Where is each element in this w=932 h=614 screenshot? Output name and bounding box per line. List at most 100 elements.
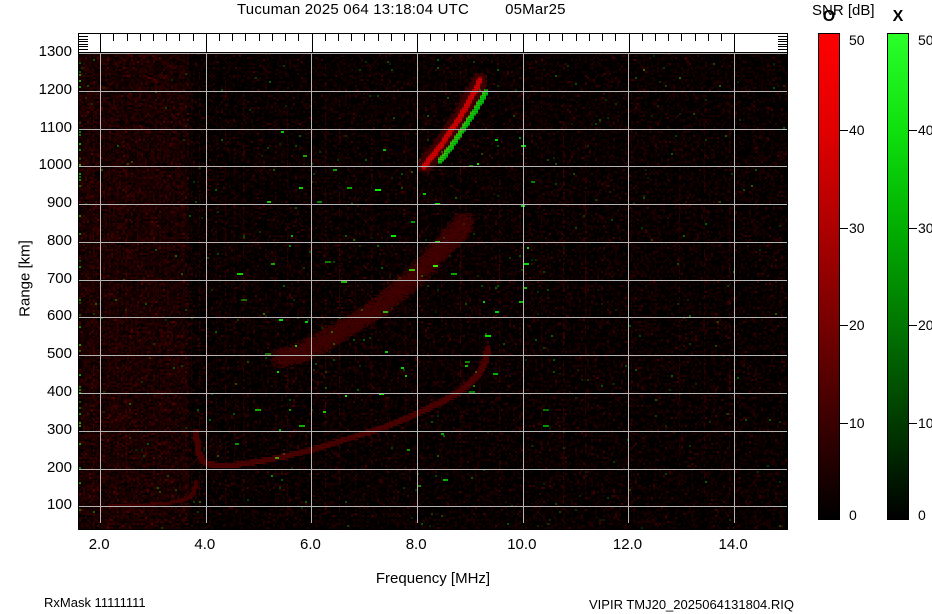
ruler-tick: [139, 34, 141, 41]
y-axis-ticklabels: 100 200 300 400 500 600 700 800 900 1000 1100 1200 1…: [0, 0, 72, 614]
ruler-minor-mark: [778, 46, 787, 48]
ruler-tick: [219, 34, 220, 41]
ruler-tick: [615, 34, 617, 41]
y-tick-label: 300: [46, 420, 72, 438]
y-tick-label: 1200: [38, 80, 72, 98]
ruler-tick: [694, 34, 696, 41]
grid-line-vertical: [100, 53, 101, 529]
y-tick-mark: [79, 507, 85, 508]
ruler-tick: [337, 34, 339, 41]
x-tick-mark: [628, 523, 629, 529]
colorbar-o-gradient: [818, 33, 840, 520]
grid-line-vertical: [417, 53, 418, 529]
x-tick-label: 10.0: [507, 536, 537, 553]
y-tick-mark: [781, 281, 787, 282]
ruler-tick: [192, 34, 194, 41]
ionogram-canvas[interactable]: [79, 53, 787, 529]
grid-line-horizontal: [79, 91, 787, 92]
colorbar-tick: [840, 325, 848, 326]
x-tick-label: 4.0: [194, 536, 216, 553]
y-tick-mark: [79, 281, 85, 282]
colorbar-o-head: O: [822, 8, 836, 25]
page-title: Tucuman 2025 064 13:18:04 UTC 05Mar25: [237, 1, 566, 18]
ruler-tick: [536, 34, 537, 41]
ruler-tick: [430, 34, 432, 41]
ruler-tick: [245, 34, 247, 41]
grid-line-vertical: [523, 53, 524, 529]
ruler-minor-mark: [778, 41, 787, 43]
ionogram-plot[interactable]: [78, 33, 788, 530]
y-tick-mark: [781, 394, 787, 395]
colorbar-tick: [909, 228, 917, 229]
ruler-minor-mark: [79, 51, 88, 52]
ruler-tick: [390, 34, 392, 41]
ruler-tick: [351, 34, 353, 41]
colorbar-tick-label: 0: [918, 507, 926, 523]
ruler-tick: [509, 34, 511, 41]
ionogram-data-area[interactable]: [79, 53, 787, 529]
x-axis-ticklabels: 2.0 4.0 6.0 8.0 10.0 12.0 14.0: [0, 536, 932, 560]
ruler-tick: [113, 34, 115, 41]
ruler-tick: [721, 34, 722, 41]
colorbar-tick-label: 20: [918, 317, 932, 334]
ruler-minor-mark: [79, 38, 88, 40]
y-tick-mark: [781, 54, 787, 55]
colorbar-tick-label: 40: [849, 122, 865, 139]
ruler-minor-mark: [79, 49, 88, 50]
ruler-tick: [602, 34, 604, 41]
grid-line-horizontal: [79, 469, 787, 470]
station-timestamp: Tucuman 2025 064 13:18:04 UTC: [237, 1, 470, 18]
ruler-minor-mark: [778, 49, 787, 50]
y-tick-mark: [79, 243, 85, 244]
y-tick-label: 1300: [38, 43, 72, 60]
ruler-minor-mark: [79, 36, 88, 37]
ruler-minor-mark: [778, 51, 787, 52]
ruler-tick: [470, 34, 471, 41]
y-tick-mark: [781, 92, 787, 93]
x-tick-label: 14.0: [718, 536, 748, 553]
grid-line-horizontal: [79, 166, 787, 167]
ruler-minor-mark: [79, 41, 88, 43]
ruler-tick: [456, 34, 458, 41]
grid-line-horizontal: [79, 204, 787, 205]
grid-line-horizontal: [79, 53, 787, 54]
y-tick-mark: [79, 92, 85, 93]
x-tick-mark: [523, 523, 524, 529]
colorbar-tick-label: 40: [918, 122, 932, 139]
y-tick-mark: [79, 205, 85, 206]
colorbar-tick-label: 30: [849, 219, 865, 236]
y-tick-label: 700: [46, 269, 72, 287]
x-tick-mark: [417, 523, 418, 529]
ruler-tick: [522, 34, 524, 52]
colorbar-x-gradient: [887, 33, 909, 520]
ruler-tick: [311, 34, 313, 52]
y-tick-mark: [79, 432, 85, 433]
grid-line-horizontal: [79, 129, 787, 130]
ruler-tick: [549, 34, 551, 41]
grid-line-vertical: [311, 53, 312, 529]
colorbar-tick: [840, 130, 848, 131]
y-tick-label: 200: [46, 458, 72, 476]
ruler-minor-mark: [778, 43, 787, 45]
ruler-tick: [126, 34, 128, 41]
x-tick-label: 12.0: [612, 536, 643, 553]
ruler-tick: [681, 34, 683, 41]
colorbar-tick-label: 20: [849, 317, 865, 334]
y-tick-mark: [79, 470, 85, 471]
ruler-minor-mark: [778, 38, 787, 40]
colorbar-tick: [909, 325, 917, 326]
ruler-tick: [153, 34, 154, 41]
y-tick-label: 400: [46, 383, 72, 400]
grid-line-horizontal: [79, 393, 787, 394]
y-tick-label: 900: [46, 194, 72, 212]
ruler-tick: [496, 34, 498, 41]
ruler-tick: [588, 34, 590, 41]
ruler-tick: [707, 34, 709, 41]
ruler-tick: [179, 34, 181, 41]
ruler-tick: [298, 34, 300, 41]
ruler-tick: [377, 34, 379, 41]
y-tick-mark: [79, 54, 85, 55]
rxmask-label: RxMask 11111111: [44, 595, 146, 610]
colorbar-tick: [909, 130, 917, 131]
x-axis-title: Frequency [MHz]: [375, 570, 491, 587]
